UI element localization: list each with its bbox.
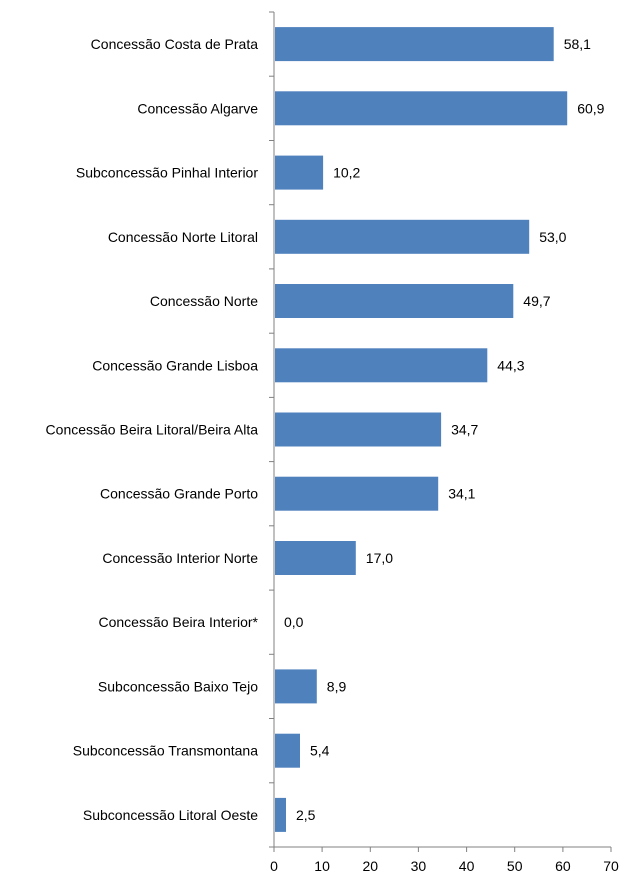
category-label: Subconcessão Pinhal Interior (76, 165, 258, 181)
bar-2 (275, 155, 324, 190)
data-label: 5,4 (310, 743, 330, 759)
category-label: Concessão Costa de Prata (91, 36, 259, 52)
data-label: 58,1 (564, 36, 591, 52)
bar-7 (275, 476, 439, 511)
x-tick-label: 30 (411, 858, 427, 874)
data-label: 34,7 (451, 422, 478, 438)
data-label: 60,9 (577, 100, 604, 116)
data-label: 8,9 (327, 678, 347, 694)
bar-10 (275, 669, 317, 704)
bar-5 (275, 348, 488, 383)
bar-3 (275, 219, 530, 254)
category-label: Concessão Grande Porto (100, 486, 258, 502)
x-tick-label: 60 (555, 858, 571, 874)
x-tick-label: 40 (459, 858, 475, 874)
x-tick-label: 20 (363, 858, 379, 874)
data-label: 49,7 (523, 293, 550, 309)
category-label: Concessão Norte (150, 293, 258, 309)
bar-12 (275, 797, 286, 832)
category-label: Concessão Algarve (137, 100, 258, 116)
category-label: Concessão Beira Interior* (98, 614, 258, 630)
x-tick-label: 70 (603, 858, 619, 874)
category-label: Subconcessão Baixo Tejo (98, 678, 258, 694)
x-tick-label: 50 (507, 858, 523, 874)
bar-1 (275, 91, 568, 126)
x-tick-label: 0 (270, 858, 278, 874)
bar-11 (275, 733, 300, 768)
category-label: Subconcessão Litoral Oeste (83, 807, 258, 823)
data-label: 17,0 (366, 550, 393, 566)
bars-layer (275, 27, 568, 832)
bar-6 (275, 412, 442, 447)
data-label: 34,1 (448, 486, 475, 502)
bar-8 (275, 541, 356, 575)
category-label: Concessão Beira Litoral/Beira Alta (46, 422, 259, 438)
category-label: Concessão Grande Lisboa (92, 357, 258, 373)
bar-0 (275, 27, 554, 62)
bar-4 (275, 284, 514, 318)
data-label: 0,0 (284, 614, 304, 630)
category-label: Concessão Interior Norte (102, 550, 258, 566)
category-label: Subconcessão Transmontana (73, 743, 258, 759)
data-label: 2,5 (296, 807, 316, 823)
data-label: 53,0 (539, 229, 566, 245)
axis-layer: 0 10 20 30 40 50 60 70 (269, 11, 619, 874)
data-label: 44,3 (497, 357, 524, 373)
labels-layer: Concessão Costa de Prata 58,1 Concessão Al… (46, 36, 605, 823)
category-label: Concessão Norte Litoral (108, 229, 258, 245)
x-tick-label: 10 (314, 858, 330, 874)
data-label: 10,2 (333, 165, 360, 181)
